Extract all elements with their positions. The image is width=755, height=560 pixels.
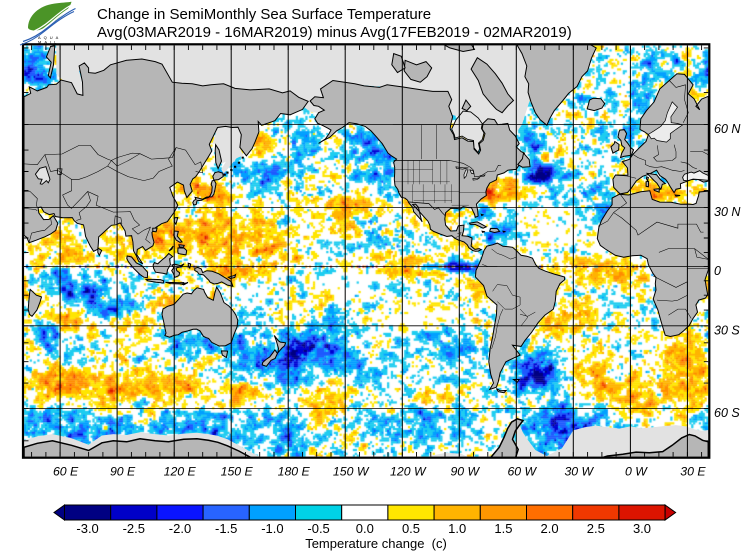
svg-text:-1.0: -1.0 — [261, 521, 283, 536]
svg-text:2.0: 2.0 — [541, 521, 559, 536]
svg-text:-3.0: -3.0 — [76, 521, 98, 536]
svg-text:60 N: 60 N — [714, 122, 741, 136]
svg-text:2.5: 2.5 — [587, 521, 605, 536]
svg-text:30 S: 30 S — [714, 323, 740, 337]
svg-text:1.5: 1.5 — [494, 521, 512, 536]
svg-text:1.0: 1.0 — [448, 521, 466, 536]
svg-text:-2.0: -2.0 — [169, 521, 191, 536]
svg-text:AQUA: AQUA — [38, 35, 61, 40]
svg-text:30 N: 30 N — [714, 205, 741, 219]
svg-text:-1.5: -1.5 — [215, 521, 237, 536]
svg-text:150 E: 150 E — [221, 465, 254, 479]
svg-text:-0.5: -0.5 — [307, 521, 329, 536]
svg-text:3.0: 3.0 — [633, 521, 651, 536]
svg-text:-2.5: -2.5 — [123, 521, 145, 536]
svg-text:30 E: 30 E — [680, 465, 706, 479]
svg-text:0 W: 0 W — [625, 465, 648, 479]
svg-text:MAIL: MAIL — [38, 40, 59, 45]
svg-text:0: 0 — [714, 264, 721, 278]
svg-text:30 W: 30 W — [564, 465, 594, 479]
svg-text:60 W: 60 W — [507, 465, 537, 479]
svg-text:Avg(03MAR2019 - 16MAR2019) min: Avg(03MAR2019 - 16MAR2019) minus Avg(17F… — [97, 24, 572, 41]
svg-text:90 E: 90 E — [110, 465, 136, 479]
svg-text:120 E: 120 E — [164, 465, 197, 479]
svg-text:90 W: 90 W — [450, 465, 480, 479]
svg-text:0.0: 0.0 — [356, 521, 374, 536]
svg-text:120 W: 120 W — [390, 465, 427, 479]
svg-text:Temperature change (c): Temperature change (c) — [305, 536, 447, 551]
svg-text:60 S: 60 S — [714, 406, 740, 420]
svg-text:Change in SemiMonthly Sea Surf: Change in SemiMonthly Sea Surface Temper… — [97, 6, 431, 23]
svg-text:60 E: 60 E — [53, 465, 79, 479]
svg-text:150 W: 150 W — [333, 465, 370, 479]
svg-text:180 E: 180 E — [278, 465, 311, 479]
svg-text:0.5: 0.5 — [402, 521, 420, 536]
